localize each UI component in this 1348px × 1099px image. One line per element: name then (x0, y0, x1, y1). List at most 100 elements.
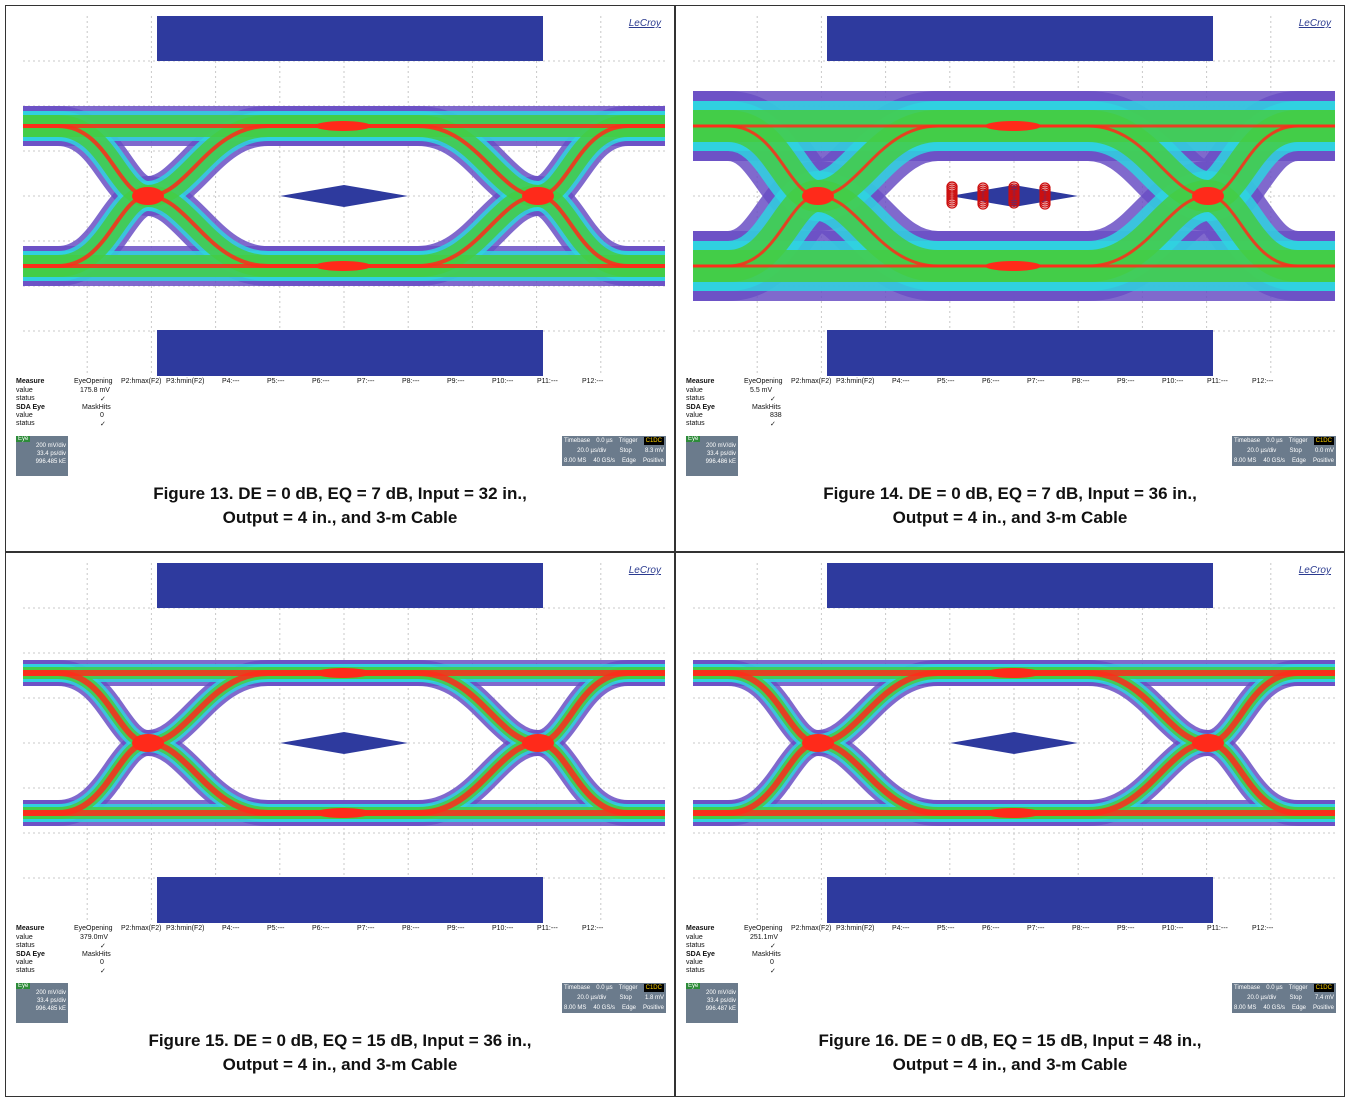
value-label: value (16, 934, 33, 941)
measure-label: Measure (16, 925, 45, 932)
trigger-level: 1.8 mV (644, 995, 664, 1001)
hmin-label: P3:hmin(F2) (836, 378, 875, 385)
trigger-channel-tag: C1DC (643, 437, 664, 445)
sample-count: 996.485 kE (35, 1006, 66, 1012)
eye-opening-value: 251.1mV (750, 934, 779, 941)
figure-15-panel: LeCroy Measure EyeOpening P2:hmax(F2) P3… (5, 552, 675, 1097)
param-slot: P11:--- (537, 378, 558, 385)
figure-caption-line2: Output = 4 in., and 3-m Cable (892, 1055, 1128, 1074)
trigger-mode: Stop (1289, 448, 1302, 454)
check-icon: ✓ (770, 943, 776, 950)
rail-hotspot (985, 668, 1041, 678)
figure-caption-line2: Output = 4 in., and 3-m Cable (892, 508, 1128, 527)
figure-caption-line1: Figure 13. DE = 0 dB, EQ = 7 dB, Input =… (153, 484, 527, 503)
eye-opening-value: 379.0mV (80, 934, 109, 941)
eye-opening-value: 175.8 mV (80, 387, 110, 394)
memory-depth: 8.00 MS (1234, 1005, 1257, 1011)
param-slot: P10:--- (1162, 925, 1184, 932)
rail-hotspot (985, 261, 1041, 271)
mask-hit-marker (946, 197, 958, 209)
timebase-label: Timebase (564, 438, 591, 444)
eye-diagram-svg (693, 563, 1335, 923)
param-slot: P10:--- (1162, 378, 1184, 385)
param-slot: P12:--- (1252, 925, 1274, 932)
sample-rate: 40 GS/s (593, 458, 616, 464)
sda-eye-label: SDA Eye (16, 404, 45, 411)
trigger-type: Edge (1291, 458, 1306, 464)
mask-hit-marker (977, 188, 989, 200)
param-slot: P6:--- (312, 925, 330, 932)
hmax-label: P2:hmax(F2) (121, 925, 162, 932)
rail-hotspot (315, 668, 371, 678)
check-icon: ✓ (100, 968, 106, 975)
param-slot: P5:--- (937, 378, 955, 385)
param-slots: P4:--- P5:--- P6:--- P7:--- P8:--- P9:--- P10:… (222, 378, 627, 385)
param-slot: P12:--- (582, 925, 604, 932)
eye-opening-label: EyeOpening (744, 378, 783, 385)
eye-diagram-svg (693, 16, 1335, 376)
value-label: value (16, 959, 33, 966)
param-slot: P5:--- (937, 925, 955, 932)
mask-hits-value: 0 (100, 959, 104, 966)
mask-hits-value: 0 (770, 959, 774, 966)
param-slot: P11:--- (537, 925, 558, 932)
trigger-label: Trigger (1288, 438, 1308, 444)
measure-label: Measure (686, 925, 715, 932)
rail-hotspot (985, 808, 1041, 818)
timebase-trigger-descriptor[interactable]: Timebase 0.0 µs Trigger C1DC 20.0 µs/div Sto… (1232, 983, 1336, 1013)
eye-crossing (1192, 734, 1224, 752)
eye-opening-label: EyeOpening (74, 925, 113, 932)
value-label: value (16, 387, 33, 394)
timebase-trigger-descriptor[interactable]: Timebase 0.0 µs Trigger C1DC 20.0 µs/div Sto… (562, 983, 666, 1013)
trigger-label: Trigger (1288, 985, 1308, 991)
param-slot: P12:--- (582, 378, 604, 385)
volts-per-div: 200 mV/div (35, 990, 66, 996)
eye-crossing (522, 187, 554, 205)
param-slot: P11:--- (1207, 378, 1228, 385)
status-label: status (686, 967, 705, 974)
sample-rate: 40 GS/s (1263, 1005, 1286, 1011)
param-slot: P9:--- (1117, 378, 1135, 385)
trigger-level: 7.4 mV (1314, 995, 1334, 1001)
trigger-type: Edge (621, 458, 636, 464)
eye-opening-label: EyeOpening (74, 378, 113, 385)
eye-channel-descriptor[interactable]: Eye 200 mV/div 33.4 ps/div 996.485 kE (16, 983, 68, 1023)
status-label: status (16, 395, 35, 402)
eye-channel-descriptor[interactable]: Eye 200 mV/div 33.4 ps/div 996.486 kE (686, 436, 738, 476)
mask-hits-value: 0 (100, 412, 104, 419)
param-slot: P4:--- (222, 378, 240, 385)
sda-eye-label: SDA Eye (16, 951, 45, 958)
bottom-mask (827, 330, 1213, 376)
figure-caption-line2: Output = 4 in., and 3-m Cable (222, 508, 458, 527)
timebase-trigger-descriptor[interactable]: Timebase 0.0 µs Trigger C1DC 20.0 µs/div Sto… (1232, 436, 1336, 466)
measurement-panel: Measure EyeOpening P2:hmax(F2) P3:hmin(F… (686, 925, 1336, 1023)
value-label: value (16, 412, 33, 419)
status-label: status (16, 967, 35, 974)
param-slot: P9:--- (447, 925, 465, 932)
figure-13-panel: LeCroy Measure EyeOpening P2:hmax(F2) P3… (5, 5, 675, 552)
mask-hit-marker (946, 181, 958, 193)
status-label: status (686, 395, 705, 402)
timebase-div: 20.0 µs/div (577, 995, 607, 1001)
param-slot: P6:--- (982, 925, 1000, 932)
param-slot: P4:--- (892, 925, 910, 932)
eye-channel-descriptor[interactable]: Eye 200 mV/div 33.4 ps/div 996.487 kE (686, 983, 738, 1023)
memory-depth: 8.00 MS (1234, 458, 1257, 464)
timebase-label: Timebase (564, 985, 591, 991)
mask-hits-value: 838 (770, 412, 782, 419)
value-label: value (686, 934, 703, 941)
timebase-trigger-descriptor[interactable]: Timebase 0.0 µs Trigger C1DC 20.0 µs/div Sto… (562, 436, 666, 466)
center-mask (280, 732, 408, 754)
sample-count: 996.486 kE (705, 459, 736, 465)
sample-count: 996.485 kE (35, 459, 66, 465)
hmin-label: P3:hmin(F2) (836, 925, 875, 932)
status-label: status (16, 420, 35, 427)
eye-channel-descriptor[interactable]: Eye 200 mV/div 33.4 ps/div 996.485 kE (16, 436, 68, 476)
mask-hit-marker (946, 189, 958, 201)
eye-crossing (132, 187, 164, 205)
value-label: value (686, 412, 703, 419)
trigger-label: Trigger (618, 438, 638, 444)
time-per-div: 33.4 ps/div (36, 998, 66, 1004)
center-mask (950, 732, 1078, 754)
value-label: value (686, 387, 703, 394)
